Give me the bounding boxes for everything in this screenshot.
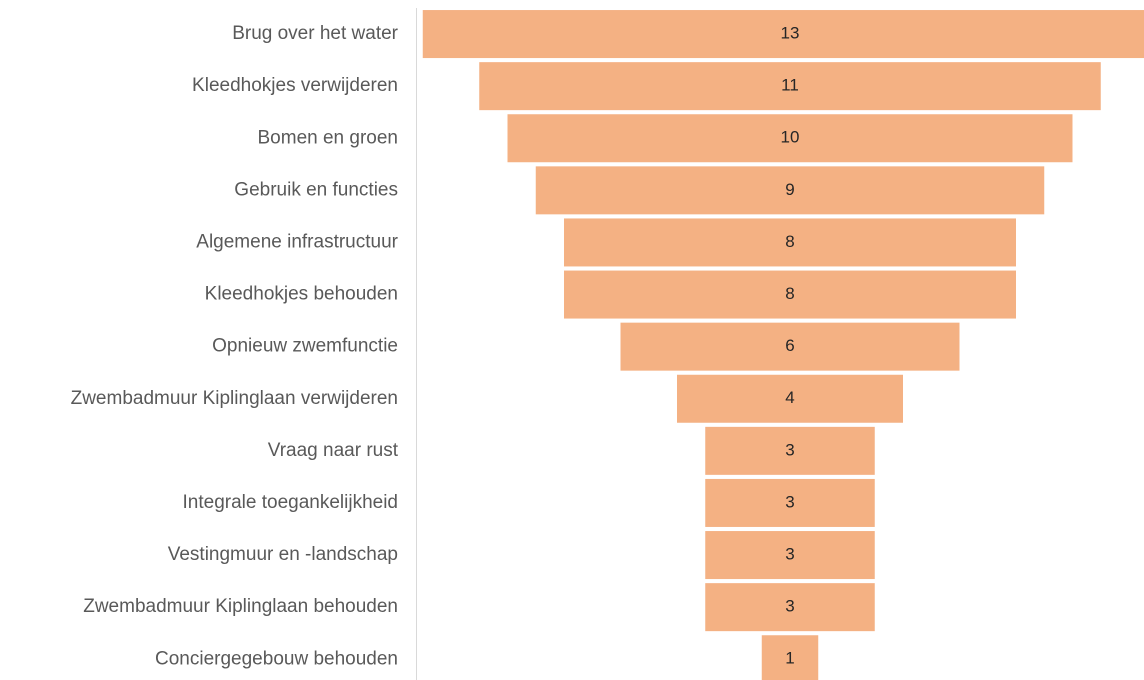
bar <box>761 635 819 680</box>
value-label: 3 <box>785 545 794 564</box>
category-label: Brug over het water <box>232 23 398 44</box>
category-label: Zwembadmuur Kiplinglaan verwijderen <box>71 388 398 409</box>
bar <box>422 10 1144 59</box>
bar <box>564 270 1016 319</box>
value-label: 6 <box>785 336 794 355</box>
category-label: Bomen en groen <box>258 127 399 148</box>
category-label: Opnieuw zwemfunctie <box>212 336 398 357</box>
category-label: Algemene infrastructuur <box>196 231 398 252</box>
bar <box>564 218 1016 267</box>
bar <box>507 114 1073 163</box>
category-label: Zwembadmuur Kiplinglaan behouden <box>83 596 398 617</box>
value-label: 3 <box>785 597 794 616</box>
bar <box>705 531 875 580</box>
bar <box>705 426 875 475</box>
value-label: 3 <box>785 440 794 459</box>
category-label: Kleedhokjes verwijderen <box>192 75 398 96</box>
value-label: 10 <box>781 128 800 147</box>
value-label: 4 <box>785 388 794 407</box>
bar <box>677 374 903 423</box>
category-label: Gebruik en functies <box>234 179 398 200</box>
bar <box>705 478 875 527</box>
bar <box>479 62 1101 111</box>
category-label: Kleedhokjes behouden <box>205 284 398 305</box>
category-label: Integrale toegankelijkheid <box>183 492 399 513</box>
value-label: 3 <box>785 492 794 511</box>
value-label: 8 <box>785 232 794 251</box>
value-label: 11 <box>781 76 799 95</box>
bar <box>620 322 960 371</box>
value-label: 8 <box>785 284 794 303</box>
category-label: Vestingmuur en -landschap <box>168 544 398 565</box>
category-label: Vraag naar rust <box>268 440 399 461</box>
bar <box>535 166 1045 215</box>
category-label: Conciergegebouw behouden <box>155 648 398 669</box>
value-label: 9 <box>785 180 794 199</box>
bar <box>705 583 875 632</box>
value-label: 13 <box>781 24 800 43</box>
value-label: 1 <box>785 649 794 668</box>
